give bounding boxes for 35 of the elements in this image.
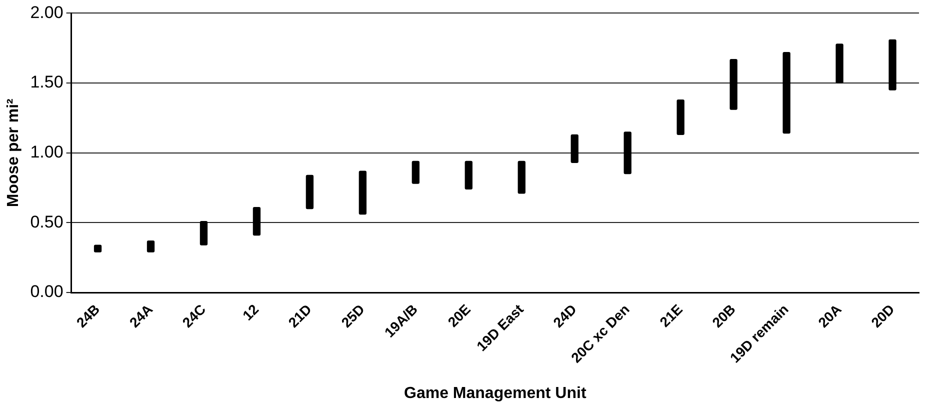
bar [624, 132, 632, 174]
bar [570, 134, 578, 163]
x-tick-label: 24B [73, 301, 103, 330]
x-tick-label: 24D [550, 301, 580, 330]
bar [888, 39, 896, 90]
bar [730, 58, 738, 110]
x-tick-label: 20D [868, 301, 898, 330]
y-axis-title: Moose per mi² [5, 98, 22, 208]
x-tick-label: 24A [126, 301, 156, 330]
x-tick-label: 20E [444, 301, 474, 330]
x-axis-title: Game Management Unit [404, 384, 587, 402]
x-tick-label: 20A [814, 301, 844, 330]
bar [252, 207, 261, 236]
x-tick-label: 25D [338, 301, 368, 330]
bar [676, 99, 684, 136]
y-tick-label: 0.50 [30, 212, 64, 232]
y-tick-label: 1.00 [30, 142, 64, 162]
bar [518, 160, 526, 194]
bar [94, 244, 102, 252]
bar [306, 174, 314, 210]
x-tick-label: 12 [239, 300, 262, 324]
bar [782, 52, 790, 134]
bar [412, 160, 420, 184]
y-tick-label: 0.00 [30, 282, 64, 302]
bar [836, 44, 844, 84]
y-tick-label: 1.50 [30, 72, 64, 92]
x-tick-label: 24C [179, 301, 209, 330]
x-tick-label: 21D [285, 301, 315, 330]
bar [358, 170, 367, 215]
bar [200, 220, 208, 246]
x-tick-label: 21E [656, 301, 686, 330]
bar [146, 240, 155, 252]
x-tick-label: 20B [708, 301, 738, 330]
bar [464, 160, 472, 190]
y-tick-label: 2.00 [30, 2, 64, 22]
